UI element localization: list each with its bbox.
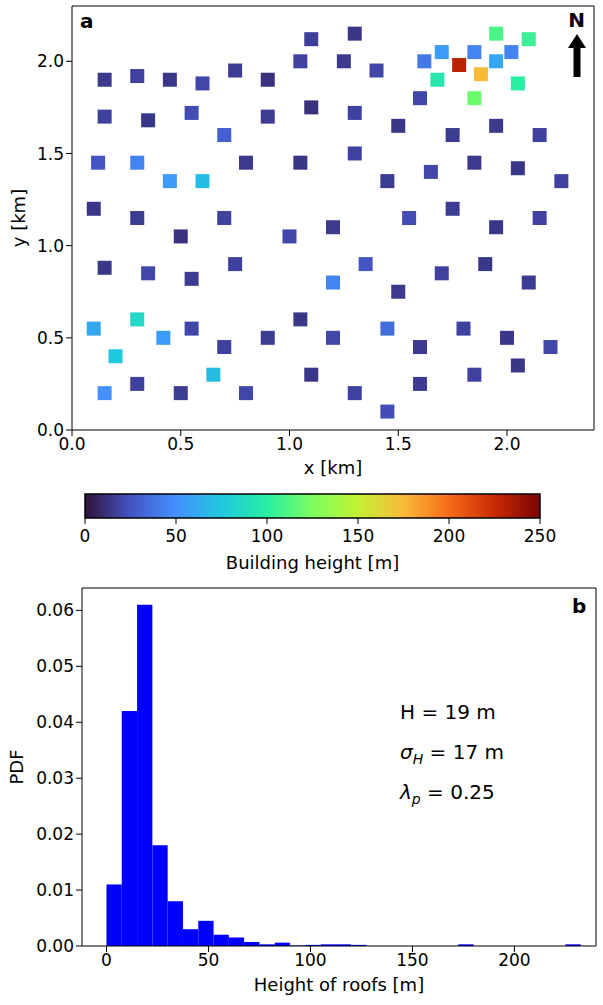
html-text:x [km]: x [km]: [303, 456, 363, 478]
html-text:Height of roofs [m]: Height of roofs [m]: [253, 973, 425, 995]
svg-text:100: 100: [251, 526, 283, 546]
html-text:a: a: [80, 9, 94, 33]
svg-text:150: 150: [396, 950, 428, 970]
svg-text:2.0: 2.0: [493, 434, 520, 454]
svg-text:100: 100: [294, 950, 326, 970]
svg-text:0.02: 0.02: [36, 824, 74, 844]
svg-text:150: 150: [342, 526, 374, 546]
svg-text:50: 50: [198, 950, 220, 970]
html-text:PDF: PDF: [5, 749, 27, 785]
svg-text:50: 50: [165, 526, 187, 546]
svg-text:0.01: 0.01: [36, 880, 74, 900]
svg-text:0.05: 0.05: [36, 656, 74, 676]
svg-text:0.0: 0.0: [58, 434, 86, 455]
svg-text:0: 0: [80, 526, 91, 546]
svg-text:1.5: 1.5: [385, 434, 412, 454]
svg-text:0.03: 0.03: [36, 768, 74, 788]
html-text:y [km]: y [km]: [7, 188, 29, 248]
svg-text:Building height [m]: Building height [m]: [226, 552, 399, 573]
svg-text:1.0: 1.0: [37, 236, 64, 256]
svg-text:0.04: 0.04: [36, 712, 74, 732]
svg-text:0.0: 0.0: [37, 420, 64, 440]
html-text:b: b: [572, 594, 587, 618]
svg-text:200: 200: [498, 950, 530, 970]
svg-text:0.5: 0.5: [37, 328, 64, 348]
html-text:H = 19 m: H = 19 m: [400, 700, 496, 724]
svg-text:2.0: 2.0: [37, 51, 64, 71]
svg-text:1.5: 1.5: [37, 144, 64, 164]
html-text:λp = 0.25: λp = 0.25: [400, 780, 495, 807]
svg-text:1.0: 1.0: [276, 434, 303, 454]
svg-text:0.00: 0.00: [36, 936, 74, 956]
svg-text:200: 200: [433, 526, 465, 546]
svg-text:0: 0: [101, 950, 112, 970]
svg-text:0.06: 0.06: [36, 600, 74, 620]
html-text:σH = 17 m: σH = 17 m: [400, 740, 504, 767]
html-text:N: N: [568, 8, 585, 32]
svg-text:250: 250: [524, 526, 556, 546]
svg-text:0.5: 0.5: [167, 434, 194, 454]
